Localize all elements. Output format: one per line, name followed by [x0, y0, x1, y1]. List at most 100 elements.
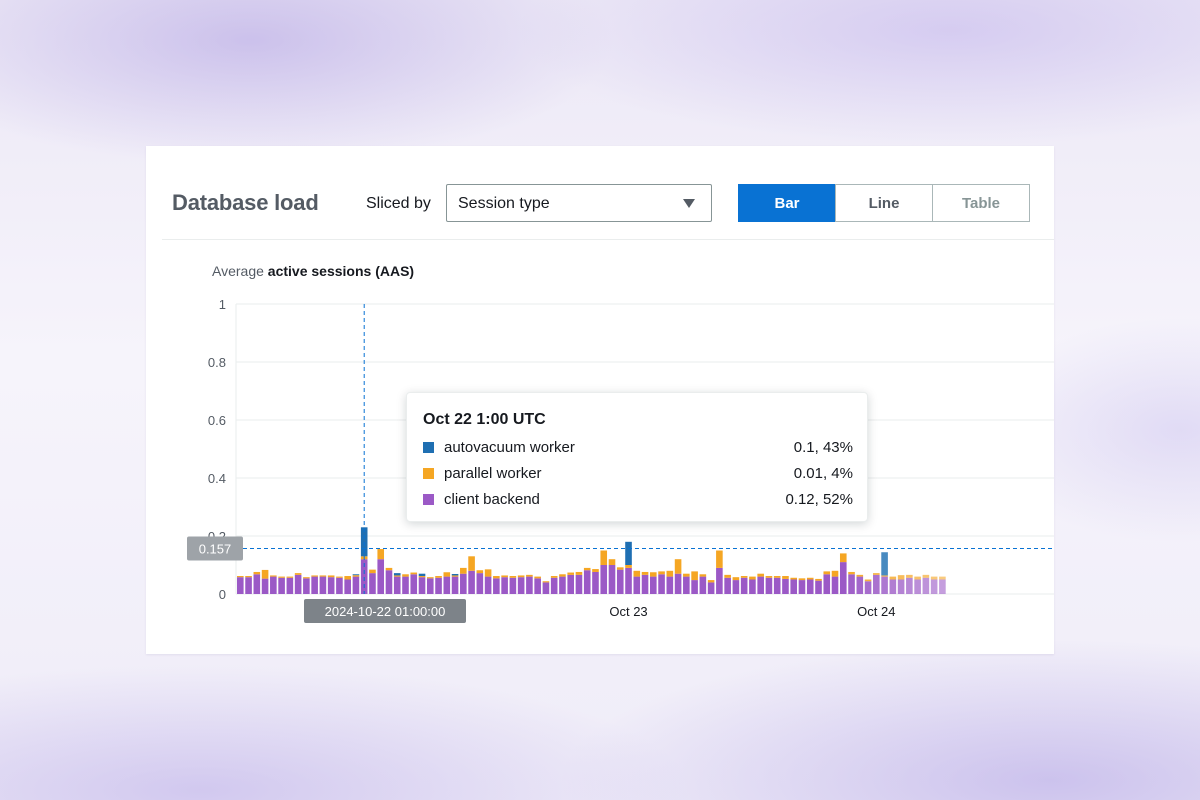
bar-segment-client-backend: [575, 574, 583, 594]
bar-segment-client-backend: [707, 582, 715, 594]
bar-segment-parallel-worker: [881, 575, 888, 577]
bar-segment-parallel-worker: [319, 575, 327, 577]
bar-segment-client-backend: [740, 577, 748, 594]
bar-view-button[interactable]: Bar: [738, 184, 836, 222]
chart-subtitle-prefix: Average: [212, 263, 264, 279]
x-tick-label: Oct 24: [857, 604, 895, 619]
chart-subtitle: Average active sessions (AAS): [212, 263, 414, 279]
bar-segment-parallel-worker: [286, 576, 294, 578]
tooltip-series-name: client backend: [444, 491, 540, 508]
bar-segment-parallel-worker: [484, 569, 492, 577]
bar-segment-parallel-worker: [294, 573, 302, 575]
bar-segment-parallel-worker: [889, 576, 897, 580]
bar-segment-parallel-worker: [336, 576, 343, 578]
bar-segment-client-backend: [666, 576, 674, 594]
bar-segment-client-backend: [674, 573, 682, 594]
bar-segment-autovacuum-worker: [360, 527, 368, 557]
threshold-label: 0.157: [199, 541, 232, 556]
bar-segment-client-backend: [914, 579, 921, 594]
bar-segment-parallel-worker: [608, 559, 616, 565]
bar-segment-client-backend: [641, 574, 649, 594]
bar-segment-client-backend: [261, 578, 269, 594]
bar-segment-client-backend: [765, 577, 773, 594]
bar-segment-client-backend: [484, 576, 492, 594]
bar-segment-parallel-worker: [476, 570, 484, 574]
bar-segment-parallel-worker: [278, 576, 285, 578]
bar-segment-parallel-worker: [377, 549, 385, 560]
bar-segment-parallel-worker: [666, 570, 674, 577]
bar-segment-parallel-worker: [650, 572, 657, 577]
tooltip-series-value: 0.1, 43%: [793, 439, 853, 456]
bar-segment-parallel-worker: [856, 574, 864, 577]
bar-segment-client-backend: [881, 576, 888, 594]
bar-segment-parallel-worker: [707, 580, 715, 583]
tooltip-row-parallel: parallel worker 0.01, 4%: [423, 463, 853, 485]
bar-segment-parallel-worker: [261, 569, 269, 579]
bar-segment-parallel-worker: [873, 573, 880, 575]
tooltip-series-value: 0.01, 4%: [793, 465, 853, 482]
bar-segment-client-backend: [443, 576, 451, 594]
select-value: Session type: [458, 195, 550, 212]
bar-segment-autovacuum-worker: [881, 552, 888, 576]
bar-segment-client-backend: [790, 579, 798, 594]
bar-segment-client-backend: [782, 578, 789, 594]
bar-segment-parallel-worker: [303, 577, 310, 579]
bar-segment-parallel-worker: [716, 550, 723, 568]
bar-segment-parallel-worker: [848, 571, 855, 575]
bar-segment-client-backend: [650, 576, 657, 594]
client-swatch: [423, 494, 434, 505]
bar-segment-client-backend: [864, 581, 872, 594]
table-view-button[interactable]: Table: [932, 184, 1030, 222]
bar-segment-parallel-worker: [658, 571, 665, 575]
bar-segment-parallel-worker: [806, 577, 814, 580]
tooltip-series-value: 0.12, 52%: [785, 491, 853, 508]
tooltip-title: Oct 22 1:00 UTC: [423, 411, 546, 428]
bar-segment-client-backend: [625, 567, 632, 594]
bar-segment-parallel-worker: [641, 571, 649, 575]
bar-segment-parallel-worker: [625, 565, 632, 568]
bar-segment-client-backend: [303, 578, 310, 594]
bar-segment-client-backend: [517, 577, 525, 594]
bar-segment-client-backend: [327, 577, 335, 594]
bar-segment-parallel-worker: [270, 575, 277, 577]
chart-subtitle-main: active sessions (AAS): [267, 263, 415, 279]
bar-segment-parallel-worker: [393, 575, 401, 577]
bar-segment-parallel-worker: [683, 573, 690, 577]
bar-segment-client-backend: [716, 567, 723, 594]
bar-segment-client-backend: [237, 577, 244, 594]
bar-segment-client-backend: [906, 577, 913, 594]
bar-segment-parallel-worker: [311, 575, 318, 577]
bar-segment-parallel-worker: [369, 569, 376, 574]
bar-segment-client-backend: [633, 576, 641, 594]
bar-segment-parallel-worker: [732, 577, 740, 581]
bar-segment-parallel-worker: [749, 576, 756, 580]
y-tick-label: 0.6: [208, 413, 226, 428]
bar-segment-client-backend: [410, 574, 418, 594]
bar-segment-client-backend: [683, 576, 690, 594]
line-view-button[interactable]: Line: [835, 184, 933, 222]
bar-segment-client-backend: [294, 574, 302, 594]
bar-segment-client-backend: [286, 577, 294, 594]
bar-segment-client-backend: [501, 577, 508, 594]
bar-segment-parallel-worker: [616, 567, 624, 570]
bar-segment-parallel-worker: [402, 574, 409, 577]
bar-segment-parallel-worker: [724, 574, 731, 578]
panel-header: [162, 158, 1054, 240]
bar-segment-client-backend: [253, 574, 261, 594]
bar-segment-client-backend: [798, 580, 806, 594]
bar-segment-parallel-worker: [385, 567, 393, 571]
session-type-select[interactable]: Session type: [446, 184, 712, 222]
bar-segment-client-backend: [451, 576, 459, 594]
bar-segment-client-backend: [815, 580, 822, 594]
bar-segment-client-backend: [806, 579, 814, 594]
bar-segment-client-backend: [393, 576, 401, 594]
bar-segment-client-backend: [930, 579, 938, 594]
bar-segment-client-backend: [336, 577, 343, 594]
bar-segment-client-backend: [848, 574, 855, 594]
bar-segment-client-backend: [509, 577, 517, 594]
bar-segment-parallel-worker: [839, 553, 847, 563]
bar-segment-client-backend: [873, 574, 880, 594]
bar-segment-parallel-worker: [327, 575, 335, 578]
bar-segment-parallel-worker: [765, 576, 773, 578]
